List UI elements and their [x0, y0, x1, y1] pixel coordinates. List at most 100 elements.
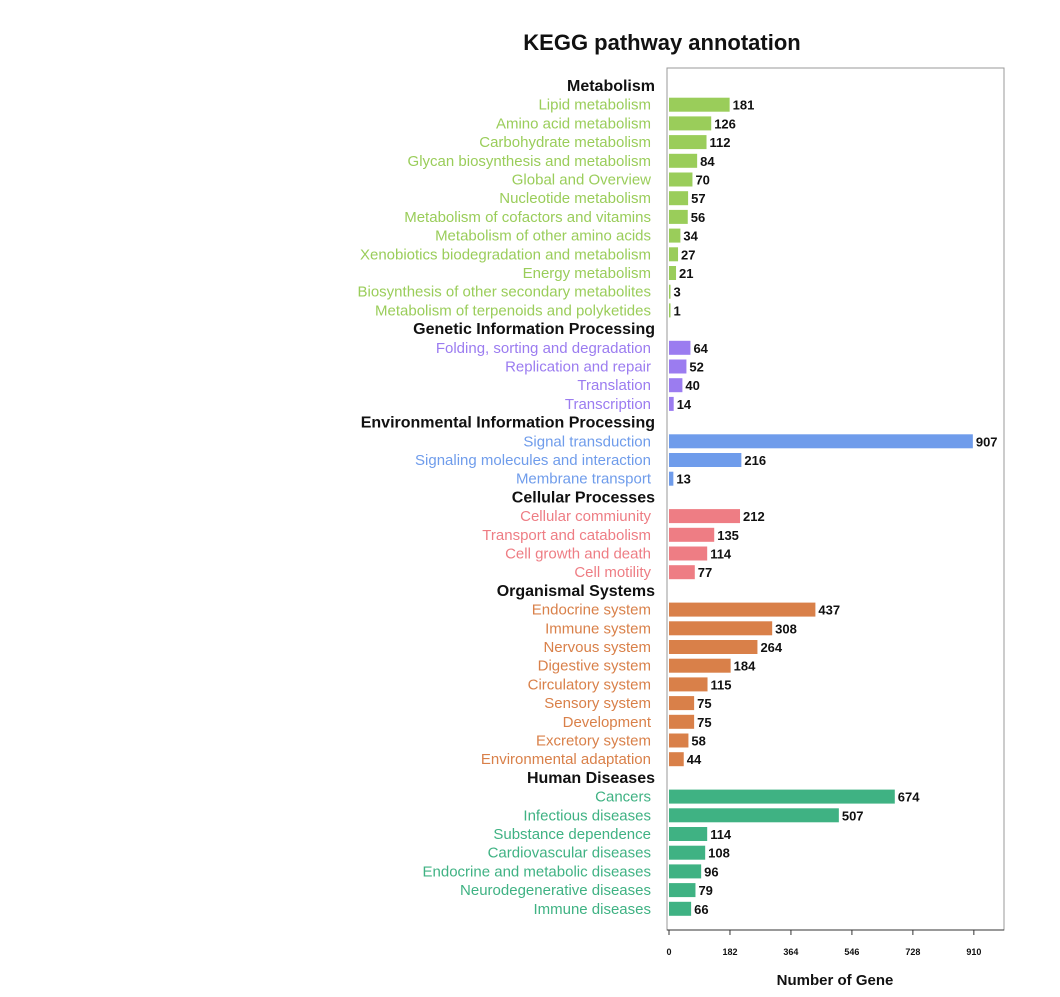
category-label: Immune diseases: [533, 901, 651, 918]
category-label: Amino acid metabolism: [496, 115, 651, 132]
category-label: Global and Overview: [512, 172, 651, 189]
category-label: Metabolism of other amino acids: [435, 228, 651, 245]
category-label: Glycan biosynthesis and metabolism: [408, 153, 651, 170]
bar: [669, 752, 684, 767]
bar: [669, 172, 693, 187]
x-axis-ticks: 0 182 364 546 728 910: [666, 930, 981, 957]
bar-value-label: 308: [775, 621, 797, 636]
chart-title: KEGG pathway annotation: [523, 30, 800, 55]
bar: [669, 266, 677, 280]
group-label: Genetic Information Processing: [413, 321, 655, 338]
bar-value-label: 27: [681, 247, 695, 262]
category-label: Cell motility: [574, 564, 651, 581]
category-label: Transport and catabolism: [482, 527, 651, 544]
bar: [669, 658, 731, 673]
bar: [669, 546, 708, 561]
bar-value-label: 674: [898, 790, 920, 805]
bar: [669, 677, 708, 692]
bar: [669, 284, 671, 299]
category-label: Cellular commiunity: [520, 508, 651, 525]
bar-value-label: 112: [710, 135, 731, 150]
bar-value-label: 40: [685, 378, 699, 393]
category-label: Digestive system: [538, 658, 651, 675]
category-label: Excretory system: [536, 733, 651, 750]
bar-value-label: 77: [698, 565, 712, 580]
x-tick-label: 546: [844, 947, 859, 957]
bar-value-label: 216: [744, 453, 766, 468]
category-label: Sensory system: [544, 695, 651, 712]
bar: [669, 359, 687, 374]
group-label: Metabolism: [567, 78, 655, 95]
bar-value-label: 75: [697, 715, 711, 730]
bar: [669, 901, 692, 916]
bar: [669, 340, 691, 355]
bar-value-label: 84: [700, 154, 715, 169]
group-label: Environmental Information Processing: [361, 415, 655, 432]
group-label: Organismal Systems: [497, 583, 655, 600]
bar: [669, 640, 758, 654]
bar-value-label: 70: [695, 173, 709, 188]
bar: [669, 453, 742, 467]
category-label: Immune system: [545, 620, 651, 637]
bar: [669, 303, 671, 318]
bar: [669, 714, 695, 729]
bar: [669, 602, 816, 617]
category-label: Endocrine and metabolic diseases: [423, 863, 651, 880]
bar: [669, 509, 741, 524]
bar-value-label: 96: [704, 864, 718, 879]
bar-value-label: 79: [698, 883, 712, 898]
bar-value-label: 212: [743, 509, 765, 524]
bar-value-label: 907: [976, 434, 998, 449]
bar: [669, 527, 715, 542]
bar-value-label: 1: [674, 303, 681, 318]
bar-value-label: 56: [691, 210, 705, 225]
category-label: Energy metabolism: [523, 265, 651, 282]
bar-value-label: 135: [717, 528, 739, 543]
bar: [669, 789, 895, 804]
category-label: Neurodegenerative diseases: [460, 882, 651, 899]
category-label: Cancers: [595, 789, 651, 806]
category-label: Lipid metabolism: [538, 97, 651, 114]
bar: [669, 471, 674, 486]
bar-value-label: 57: [691, 191, 705, 206]
x-tick-label: 0: [666, 947, 671, 957]
bar-value-label: 58: [691, 734, 705, 749]
category-label: Xenobiotics biodegradation and metabolis…: [360, 246, 651, 263]
bar-value-label: 126: [714, 116, 736, 131]
bar-value-label: 21: [679, 266, 693, 281]
bar: [669, 191, 689, 206]
category-label: Membrane transport: [516, 471, 652, 488]
category-label: Biosynthesis of other secondary metaboli…: [358, 284, 652, 301]
bar: [669, 97, 730, 112]
x-tick-label: 910: [966, 947, 981, 957]
group-label: Human Diseases: [527, 770, 655, 787]
category-label: Cardiovascular diseases: [488, 845, 651, 862]
x-tick-label: 364: [783, 947, 798, 957]
bar: [669, 808, 839, 823]
x-tick-label: 728: [905, 947, 920, 957]
category-label: Signaling molecules and interaction: [415, 452, 651, 469]
category-label: Circulatory system: [528, 676, 651, 693]
bar: [669, 396, 674, 411]
bar: [669, 696, 695, 711]
x-tick-label: 182: [722, 947, 737, 957]
bar: [669, 827, 708, 841]
bar-value-label: 184: [734, 659, 756, 674]
bar-value-label: 66: [694, 902, 708, 917]
bar: [669, 565, 695, 580]
category-label: Translation: [577, 377, 651, 394]
bar: [669, 247, 679, 262]
bar-value-label: 14: [677, 397, 692, 412]
category-label: Replication and repair: [505, 359, 651, 376]
category-label: Metabolism of terpenoids and polyketides: [375, 302, 651, 319]
bar-value-label: 52: [689, 360, 703, 375]
category-label: Carbohydrate metabolism: [479, 134, 651, 151]
bar-value-label: 44: [687, 752, 702, 767]
category-label: Infectious diseases: [523, 807, 651, 824]
bar: [669, 434, 973, 449]
bar: [669, 864, 702, 879]
bar: [669, 228, 681, 243]
bar: [669, 621, 773, 636]
bar-value-label: 13: [676, 472, 690, 487]
category-label: Endocrine system: [532, 602, 651, 619]
